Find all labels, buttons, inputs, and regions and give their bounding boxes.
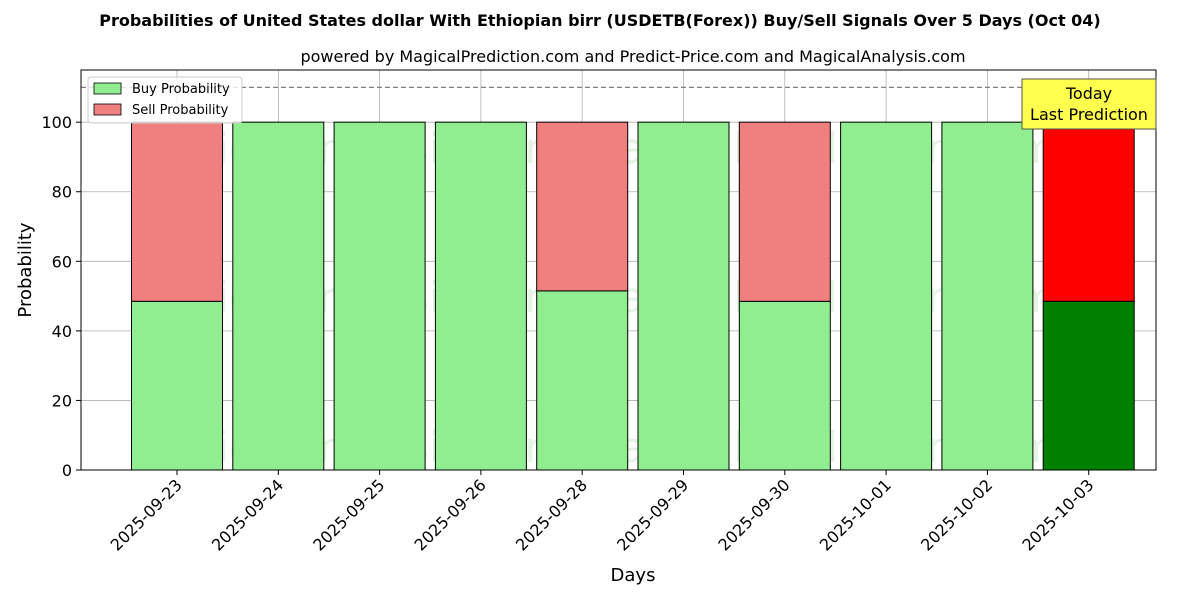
bar-buy (536, 290, 629, 471)
chart-title: Probabilities of United States dollar Wi… (99, 11, 1101, 30)
bar-buy (840, 121, 933, 471)
bar-sell (536, 121, 629, 292)
legend-label-sell: Sell Probability (132, 103, 229, 118)
bar-sell (131, 121, 223, 302)
y-tick-label: 100 (41, 113, 72, 132)
today-annotation: Today Last Prediction (1021, 78, 1157, 130)
x-axis: 2025-09-23 2025-09-24 2025-09-25 2025-09-26… (107, 470, 1098, 555)
x-tick-label: 2025-10-01 (816, 475, 895, 554)
legend-box (87, 76, 243, 124)
y-tick-label: 0 (62, 461, 72, 480)
x-tick-label: 2025-09-30 (714, 475, 793, 554)
x-tick-label: 2025-09-25 (309, 475, 388, 554)
y-axis-label: Probability (15, 222, 36, 317)
x-tick-label: 2025-09-28 (512, 475, 591, 554)
y-tick-label: 60 (52, 252, 72, 271)
x-tick-label: 2025-09-26 (411, 475, 490, 554)
bar-buy (1042, 300, 1135, 471)
x-axis-label: Days (611, 565, 656, 586)
bar-buy (738, 300, 831, 471)
chart-subtitle: powered by MagicalPrediction.com and Pre… (300, 47, 965, 66)
annotation-line-2: Last Prediction (1030, 105, 1148, 124)
annotation-box (1021, 78, 1157, 130)
y-tick-label: 20 (52, 391, 72, 410)
y-axis: 0 20 40 60 80 100 (41, 113, 81, 480)
bar-buy (131, 300, 223, 471)
plot-frame (80, 69, 1157, 471)
bar-buy (232, 121, 325, 471)
x-tick-label: 2025-09-24 (208, 475, 287, 554)
x-tick-label: 2025-10-03 (1018, 475, 1097, 554)
x-tick-label: 2025-09-29 (613, 475, 692, 554)
bar-sell (738, 121, 831, 302)
y-tick-label: 80 (52, 183, 72, 202)
bar-buy (434, 121, 527, 471)
legend-swatch-sell (93, 103, 122, 116)
bar-sell (1042, 121, 1135, 302)
bar-buy (637, 121, 730, 471)
bar-buy (941, 121, 1034, 471)
legend-label-buy: Buy Probability (132, 82, 230, 97)
bar-buy (333, 121, 426, 471)
annotation-line-1: Today (1065, 84, 1112, 103)
bars (131, 121, 1135, 471)
x-tick-label: 2025-09-23 (107, 475, 186, 554)
y-tick-label: 40 (52, 322, 72, 341)
legend: Buy Probability Sell Probability (87, 76, 243, 124)
x-tick-label: 2025-10-02 (917, 475, 996, 554)
legend-swatch-buy (93, 82, 122, 95)
